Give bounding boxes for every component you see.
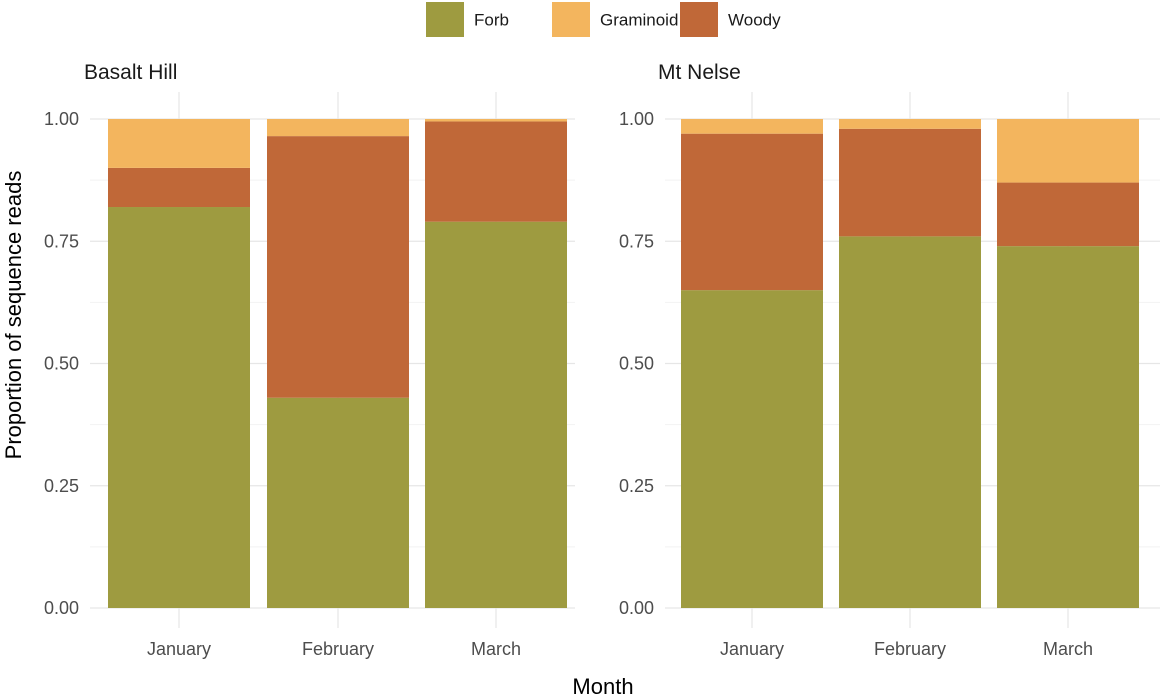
bar-segment-graminoid-february — [267, 119, 409, 137]
bar-segment-woody-march — [997, 182, 1139, 247]
facet-title: Basalt Hill — [84, 61, 177, 84]
legend-swatch-graminoid — [552, 2, 590, 37]
facet-panel-basalt-hill: Basalt Hill 0.00 0.25 0.50 0.75 1.00 January Fe… — [44, 61, 575, 659]
bar-segment-woody-february — [839, 128, 981, 237]
bar-segment-graminoid-march — [425, 119, 567, 122]
y-tick-label: 0.50 — [619, 354, 654, 374]
legend-label-forb: Forb — [474, 11, 509, 30]
bar-segment-graminoid-february — [839, 119, 981, 129]
facet-title: Mt Nelse — [658, 61, 741, 84]
x-tick-label: January — [147, 639, 211, 659]
y-tick-label: 1.00 — [44, 109, 79, 129]
legend-label-graminoid: Graminoid — [600, 11, 678, 30]
bar-segment-forb-january — [108, 207, 250, 608]
y-tick-label: 0.00 — [619, 598, 654, 618]
bar-segment-forb-march — [997, 246, 1139, 608]
y-tick-label: 1.00 — [619, 109, 654, 129]
bar-segment-woody-march — [425, 121, 567, 222]
x-tick-label: March — [471, 639, 521, 659]
facet-panel-mt-nelse: Mt Nelse 0.00 0.25 0.50 0.75 1.00 January Febru… — [619, 61, 1160, 659]
bar-segment-graminoid-january — [681, 119, 823, 134]
bar-segment-woody-january — [108, 167, 250, 208]
bar-segment-graminoid-january — [108, 119, 250, 168]
legend-swatch-woody — [680, 2, 718, 37]
legend-swatch-forb — [426, 2, 464, 37]
bar-segment-graminoid-march — [997, 119, 1139, 183]
legend-label-woody: Woody — [728, 11, 781, 30]
y-tick-label: 0.00 — [44, 598, 79, 618]
bar-segment-forb-february — [267, 397, 409, 608]
bar-segment-forb-march — [425, 221, 567, 608]
x-tick-label: February — [874, 639, 946, 659]
x-axis-title: Month — [572, 674, 633, 699]
legend: Forb Graminoid Woody — [426, 2, 781, 37]
y-tick-label: 0.75 — [44, 231, 79, 251]
bar-segment-forb-january — [681, 290, 823, 608]
facets: Basalt Hill 0.00 0.25 0.50 0.75 1.00 January Fe… — [44, 61, 1160, 659]
x-tick-label: February — [302, 639, 374, 659]
bar-segment-woody-january — [681, 133, 823, 291]
y-tick-label: 0.75 — [619, 231, 654, 251]
x-tick-label: January — [720, 639, 784, 659]
y-tick-label: 0.25 — [619, 476, 654, 496]
y-tick-label: 0.50 — [44, 354, 79, 374]
x-tick-label: March — [1043, 639, 1093, 659]
y-axis-title: Proportion of sequence reads — [1, 171, 26, 460]
bar-segment-woody-february — [267, 136, 409, 398]
bar-segment-forb-february — [839, 236, 981, 609]
y-tick-label: 0.25 — [44, 476, 79, 496]
